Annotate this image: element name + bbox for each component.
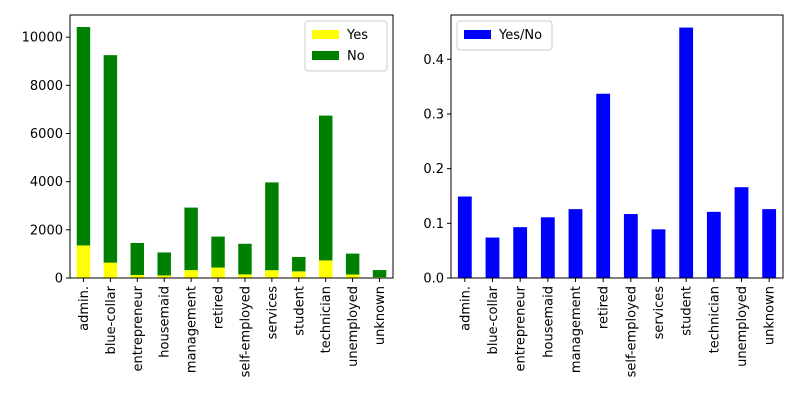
legend-label-yes: Yes — [346, 28, 368, 43]
axes-frame — [69, 14, 394, 279]
y-tick-label: 2000 — [30, 223, 63, 238]
x-tick-label-technician: technician — [707, 286, 722, 353]
bar-yes-no-admin — [457, 196, 472, 278]
y-tick-label: 0.3 — [423, 107, 444, 122]
bar-yes-no-entrepreneur — [513, 227, 528, 278]
bar-yes-no-technician — [706, 211, 721, 278]
x-tick-label-housemaid: housemaid — [158, 286, 173, 358]
bar-no-unknown — [372, 270, 387, 278]
bar-yes-retired — [211, 267, 225, 278]
x-tick-label-technician: technician — [319, 286, 334, 353]
x-tick-label-management: management — [569, 286, 584, 373]
legend-swatch-yes — [312, 30, 339, 39]
bar-no-blue-collar — [103, 55, 118, 263]
legend-label-no: No — [347, 49, 365, 64]
x-tick-label-retired: retired — [212, 286, 227, 329]
y-tick-label: 4000 — [30, 175, 63, 190]
bar-chart-yes-no-ratio: 0.0 0.1 0.2 0.3 0.4 admin. blue-collar entrepre… — [423, 14, 784, 377]
y-tick-label: 0.2 — [423, 162, 444, 177]
bar-no-management — [184, 207, 198, 271]
y-tick-label: 6000 — [30, 127, 63, 142]
legend-swatch-yes-no — [464, 30, 491, 39]
x-tick-label-unemployed: unemployed — [735, 286, 750, 367]
x-tick-label-services: services — [265, 286, 280, 340]
bar-yes-student — [292, 271, 306, 278]
x-tick-label-student: student — [292, 286, 307, 336]
bar-yes-services — [265, 270, 279, 278]
bar-yes-no-housemaid — [540, 217, 555, 278]
legend: Yes/No — [456, 20, 553, 51]
bar-yes-no-self-employed — [623, 214, 638, 278]
legend-box — [456, 20, 553, 51]
bar-no-self-employed — [238, 243, 252, 275]
x-tick-label-unknown: unknown — [763, 286, 778, 345]
bar-yes-management — [184, 270, 198, 278]
stacked-bar-chart-yes-no-counts: 0 2000 4000 6000 8000 10000 admin. blue-collar e… — [22, 14, 394, 377]
bar-no-housemaid — [157, 252, 171, 276]
x-tick-label-student: student — [680, 286, 695, 336]
bar-yes-no-management — [568, 209, 583, 278]
x-tick-label-blue-collar: blue-collar — [104, 285, 119, 354]
axes-frame — [450, 14, 784, 279]
bar-yes-no-unknown — [762, 209, 777, 278]
bar-yes-entrepreneur — [130, 275, 145, 278]
legend-label-yes-no: Yes/No — [498, 28, 542, 43]
bar-yes-no-retired — [596, 93, 611, 279]
y-tick-label: 0.4 — [423, 53, 444, 68]
y-tick-label: 10000 — [22, 31, 63, 46]
x-tick-label-retired: retired — [597, 286, 612, 329]
x-tick-label-self-employed: self-employed — [624, 286, 639, 377]
x-tick-label-entrepreneur: entrepreneur — [514, 285, 529, 371]
bar-yes-no-blue-collar — [485, 237, 500, 278]
x-tick-label-entrepreneur: entrepreneur — [131, 285, 146, 371]
bar-yes-technician — [318, 260, 333, 278]
x-tick-label-blue-collar: blue-collar — [486, 285, 501, 354]
bar-yes-no-student — [679, 27, 694, 278]
bar-no-unemployed — [345, 253, 360, 275]
x-tick-label-housemaid: housemaid — [541, 286, 556, 358]
bar-yes-no-services — [651, 229, 666, 278]
bar-no-student — [292, 256, 306, 272]
x-tick-label-unemployed: unemployed — [346, 286, 361, 367]
bar-yes-blue-collar — [103, 262, 118, 278]
bar-yes-self-employed — [238, 274, 252, 278]
bar-yes-no-unemployed — [734, 187, 749, 278]
x-tick-label-management: management — [185, 286, 200, 373]
x-tick-label-self-employed: self-employed — [238, 286, 253, 377]
x-tick-label-services: services — [652, 286, 667, 340]
bar-no-admin — [76, 27, 91, 246]
bar-yes-housemaid — [157, 275, 171, 278]
legend: Yes No — [304, 20, 388, 72]
y-tick-label: 0 — [55, 272, 63, 287]
x-tick-label-admin: admin. — [77, 286, 92, 331]
bar-yes-unemployed — [345, 274, 360, 278]
bar-no-entrepreneur — [130, 242, 145, 276]
y-tick-label: 8000 — [30, 79, 63, 94]
bar-no-retired — [211, 236, 225, 268]
bar-no-technician — [318, 115, 333, 261]
x-tick-label-unknown: unknown — [373, 286, 388, 345]
bar-yes-admin — [76, 245, 91, 278]
bar-no-services — [265, 182, 279, 271]
legend-swatch-no — [312, 51, 339, 60]
legend-box — [304, 20, 388, 72]
y-tick-label: 0.0 — [423, 272, 444, 287]
x-tick-label-admin: admin. — [458, 286, 473, 331]
y-tick-label: 0.1 — [423, 217, 444, 232]
